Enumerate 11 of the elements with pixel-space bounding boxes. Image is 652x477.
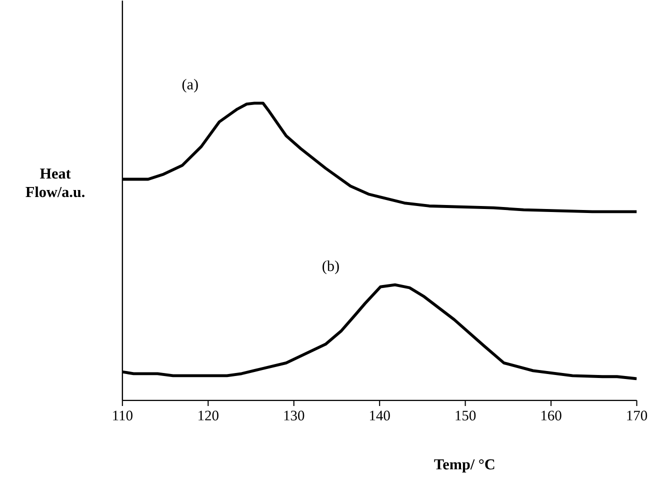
- x-tick-label: 170: [627, 410, 648, 420]
- x-tick-label: 110: [113, 410, 132, 420]
- x-axis-title: Temp/ °C: [434, 459, 494, 473]
- x-tick-label: 130: [284, 410, 304, 420]
- x-tick-label: 160: [541, 410, 562, 420]
- y-axis-title: Heat Flow/a.u.: [26, 168, 84, 198]
- x-tick-label: 120: [198, 410, 218, 420]
- x-tick-label: 150: [456, 410, 476, 420]
- text: (a): [182, 78, 198, 93]
- annotation: (b): [322, 260, 339, 274]
- x-tick-label: 140: [370, 410, 390, 420]
